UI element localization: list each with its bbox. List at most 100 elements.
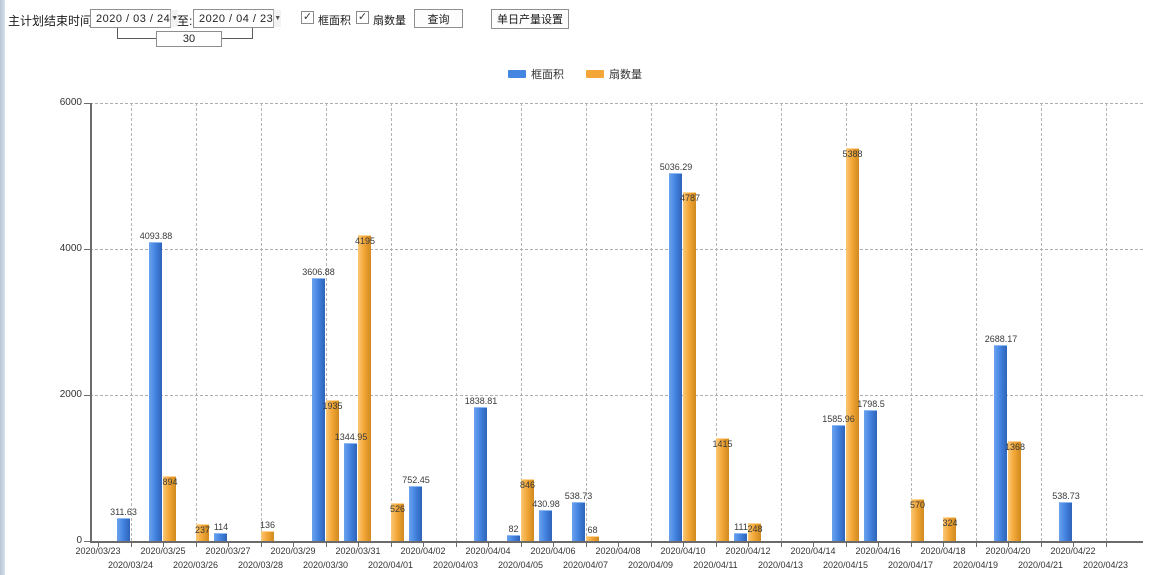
x-tick-label: 2020/03/27 [205, 546, 251, 556]
x-tick-label: 2020/04/05 [497, 560, 544, 570]
bar-frame-area [474, 407, 487, 541]
bar-frame-area [344, 443, 357, 541]
y-tick-label: 2000 [59, 389, 82, 400]
x-tick-label: 2020/03/24 [107, 560, 154, 570]
x-tick-label: 2020/04/22 [1050, 546, 1096, 556]
x-tick-label: 2020/04/09 [627, 560, 674, 570]
x-tick-label: 2020/04/15 [822, 560, 869, 570]
chart-legend: 框面积 扇数量 [0, 66, 1150, 82]
x-tick-mark [975, 543, 977, 547]
date-from-combobox[interactable]: 2020 / 03 / 24 ▼ [90, 9, 179, 28]
bar-sash-qty [325, 400, 339, 541]
x-tick-label: 2020/03/25 [140, 546, 186, 556]
x-tick-mark [650, 543, 652, 547]
x-tick-mark [488, 543, 489, 547]
date-to-combobox[interactable]: 2020 / 04 / 23 ▼ [193, 9, 282, 28]
bar-value-label: 538.73 [1052, 491, 1080, 501]
x-tick-label: 2020/04/10 [660, 546, 706, 556]
sash-qty-checkbox-label: 扇数量 [373, 15, 406, 27]
frame-area-checkbox-label: 框面积 [318, 15, 351, 27]
legend-swatch-blue [508, 70, 526, 78]
x-tick-label: 2020/03/28 [237, 560, 284, 570]
x-tick-mark [358, 543, 359, 547]
x-tick-mark [618, 543, 619, 547]
bar-value-label: 5036.29 [659, 162, 693, 172]
x-tick-mark [943, 543, 944, 547]
x-gridline [585, 103, 587, 541]
frame-area-checkbox[interactable]: ✓ [301, 11, 314, 24]
bar-frame-area [149, 242, 162, 541]
x-tick-label: 2020/04/14 [790, 546, 836, 556]
x-gridline [1040, 103, 1042, 541]
chevron-down-icon[interactable]: ▼ [170, 10, 179, 27]
x-tick-mark [1008, 543, 1009, 547]
y-tick-mark [84, 541, 90, 542]
bar-frame-area [506, 535, 520, 541]
y-gridline [90, 103, 1143, 104]
daily-output-settings-button[interactable]: 单日产量设置 [491, 9, 569, 29]
legend-item-sash-qty: 扇数量 [586, 66, 642, 82]
bar-value-label: 324 [942, 518, 958, 528]
x-gridline [1105, 103, 1107, 541]
window-edge-strip [0, 0, 5, 575]
bar-value-label: 1585.96 [822, 414, 855, 424]
x-gridline [325, 103, 327, 541]
date-from-value: 2020 / 03 / 24 [96, 12, 171, 25]
bar-frame-area [311, 278, 325, 541]
x-gridline [195, 103, 197, 541]
x-tick-mark [585, 543, 587, 547]
x-tick-label: 2020/04/08 [595, 546, 641, 556]
bar-frame-area [734, 533, 747, 541]
x-tick-mark [878, 543, 879, 547]
bar-value-label: 82 [508, 524, 519, 534]
bar-frame-area [994, 345, 1007, 541]
x-tick-mark [1073, 543, 1074, 547]
x-tick-mark [98, 543, 99, 547]
bar-frame-area [831, 425, 845, 541]
bar-sash-qty [358, 235, 371, 541]
toolbar: 主计划结束时间: 2020 / 03 / 24 ▼ 至: 2020 / 04 /… [0, 0, 1150, 55]
x-tick-mark [195, 543, 197, 547]
bar-frame-area [214, 533, 227, 541]
x-tick-mark [1040, 543, 1042, 547]
x-tick-label: 2020/04/02 [400, 546, 446, 556]
bar-sash-qty [1008, 441, 1021, 541]
x-tick-label: 2020/04/01 [367, 560, 414, 570]
plan-end-time-label: 主计划结束时间: [8, 14, 96, 28]
bar-sash-qty [390, 503, 404, 541]
query-button[interactable]: 查询 [414, 9, 463, 28]
x-tick-label: 2020/04/06 [530, 546, 576, 556]
interval-days-input[interactable]: 30 [156, 31, 222, 47]
bar-value-label: 237 [194, 525, 211, 535]
bar-sash-qty [715, 438, 729, 541]
sash-qty-checkbox[interactable]: ✓ [356, 11, 369, 24]
bar-value-label: 4787 [679, 193, 701, 203]
x-tick-label: 2020/03/30 [302, 560, 349, 570]
x-tick-mark [163, 543, 164, 547]
x-tick-label: 2020/03/26 [172, 560, 219, 570]
x-tick-label: 2020/04/21 [1017, 560, 1064, 570]
bar-value-label: 752.45 [402, 475, 430, 485]
connector-line [117, 38, 157, 39]
bar-value-label: 311.63 [110, 507, 137, 517]
connector-line [252, 28, 253, 39]
check-icon: ✓ [302, 11, 313, 23]
y-tick-mark [84, 395, 90, 396]
bar-frame-area [539, 510, 552, 541]
bar-value-label: 111 [734, 522, 748, 532]
x-tick-label: 2020/04/12 [725, 546, 771, 556]
bar-value-label: 894 [162, 477, 178, 487]
date-to-value: 2020 / 04 / 23 [199, 12, 274, 25]
x-tick-mark [325, 543, 327, 547]
bar-value-label: 4093.88 [139, 231, 173, 241]
bar-value-label: 570 [909, 500, 926, 510]
x-tick-mark [813, 543, 814, 547]
x-tick-mark [228, 543, 229, 547]
x-tick-label: 2020/04/13 [757, 560, 804, 570]
x-gridline [975, 103, 977, 541]
y-gridline [90, 395, 1143, 396]
check-icon: ✓ [357, 11, 368, 23]
chevron-down-icon[interactable]: ▼ [273, 10, 282, 27]
bar-value-label: 1935 [322, 401, 343, 411]
